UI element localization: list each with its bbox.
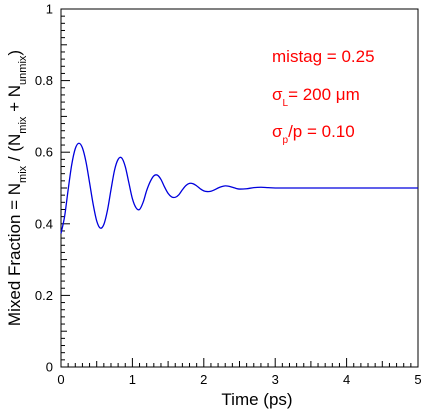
y-tick-label: 0.4 — [35, 216, 53, 231]
x-tick-label: 1 — [129, 372, 136, 387]
x-tick-label: 3 — [272, 372, 279, 387]
annotation-1: mistag = 0.25 — [272, 47, 375, 66]
axis-tick-labels: 0 1 2 3 4 5 0 0.2 0.4 0.6 0.8 1 — [35, 2, 422, 388]
y-tick-label: 0 — [46, 360, 53, 375]
mixed-fraction-curve — [60, 142, 418, 234]
x-tick-label: 5 — [414, 372, 421, 387]
y-tick-label: 0.8 — [35, 73, 53, 88]
x-tick-label: 2 — [200, 372, 207, 387]
y-tick-label: 0.6 — [35, 145, 53, 160]
x-tick-label: 4 — [343, 372, 350, 387]
x-tick-label: 0 — [57, 372, 64, 387]
annotation-3: σp/p = 0.10 — [272, 122, 355, 146]
y-axis-title: Mixed Fraction = Nmix / (Nmix + Nunmix) — [5, 50, 29, 326]
annotation-2: σL= 200 μm — [272, 85, 360, 109]
annotations: mistag = 0.25 σL= 200 μm σp/p = 0.10 — [272, 47, 375, 146]
y-tick-label: 1 — [46, 2, 53, 17]
axis-ticks — [60, 8, 419, 368]
x-axis-title: Time (ps) — [221, 390, 292, 409]
y-tick-label: 0.2 — [35, 288, 53, 303]
